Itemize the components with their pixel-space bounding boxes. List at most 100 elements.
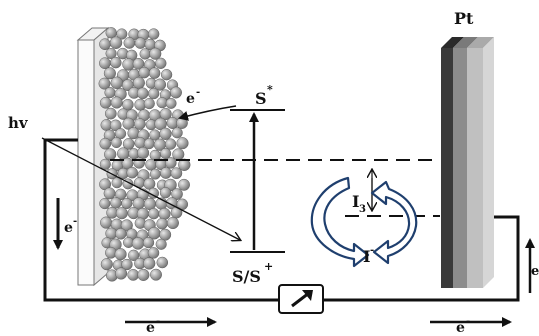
nanoparticle (110, 197, 122, 209)
nanoparticle (160, 69, 173, 81)
load-arrow-icon (291, 290, 313, 308)
nanoparticle (121, 258, 133, 271)
nanoparticle (134, 37, 147, 49)
nanoparticle (121, 197, 133, 210)
nanoparticle (111, 137, 122, 149)
nanoparticle (99, 158, 111, 170)
svg-text:S: S (255, 89, 267, 108)
nanoparticle (178, 178, 190, 191)
nanoparticle (103, 67, 116, 80)
nanoparticle (104, 107, 117, 120)
nanoparticle (165, 157, 177, 169)
nanoparticle (165, 97, 177, 109)
nanoparticle (159, 228, 172, 241)
nanoparticle (160, 147, 172, 160)
svg-text:-: - (466, 316, 470, 327)
nanoparticle (120, 219, 133, 232)
svg-text:3: 3 (359, 204, 366, 215)
nanoparticle (99, 57, 111, 70)
nanoparticle (166, 216, 179, 230)
nanoparticle (159, 187, 172, 199)
nanoparticle (150, 268, 162, 281)
nanoparticle (155, 57, 167, 69)
nanoparticle (109, 36, 123, 49)
nanoparticle (114, 248, 127, 261)
nanoparticle (160, 167, 172, 179)
nanoparticle (156, 256, 169, 269)
svg-text:+: + (264, 260, 273, 273)
excited-state-label: S * (255, 83, 273, 108)
nanoparticle (147, 247, 160, 259)
nanoparticle (110, 96, 123, 109)
light-ray (41, 137, 240, 240)
svg-text:-: - (156, 316, 160, 327)
nanoparticle (121, 157, 134, 170)
electron-bottom-left-label: e - (146, 316, 160, 336)
svg-text:*: * (267, 83, 273, 96)
triiodide-label: I 3 (352, 192, 366, 215)
nanoparticle (143, 138, 155, 150)
nanoparticle (148, 67, 161, 79)
nanoparticle (104, 148, 117, 161)
electron-injection-label: e - (186, 87, 200, 107)
nanoparticle (148, 28, 160, 40)
nanoparticle (176, 117, 188, 129)
nanoparticle (178, 158, 191, 171)
nanoparticle (176, 137, 189, 150)
nanoparticle (142, 236, 155, 249)
nanoparticle (171, 188, 183, 200)
tio2-particle-layer (98, 27, 191, 282)
nanoparticle (154, 117, 167, 131)
nanoparticle (103, 187, 116, 200)
nanoparticle (99, 38, 111, 51)
svg-text:-: - (73, 216, 77, 227)
ground-state-label: S/S + (232, 260, 273, 286)
nanoparticle (110, 76, 124, 90)
svg-text:e: e (64, 220, 73, 236)
svg-text:e: e (531, 264, 539, 279)
svg-text:e: e (186, 91, 195, 107)
nanoparticle (156, 217, 168, 230)
nanoparticle (99, 137, 112, 150)
nanoparticle (132, 76, 145, 89)
nanoparticle (139, 48, 151, 60)
svg-text:I: I (363, 247, 370, 266)
electron-injection-arrow (178, 105, 237, 121)
svg-text:-: - (196, 87, 200, 98)
nanoparticle (171, 127, 183, 139)
nanoparticle (109, 119, 122, 132)
svg-text:S/S: S/S (232, 267, 261, 286)
svg-text:I: I (352, 192, 359, 211)
nanoparticle (115, 207, 128, 220)
nanoparticle (126, 166, 138, 179)
nanoparticle (164, 138, 177, 150)
hv-label: hv (8, 114, 29, 132)
nanoparticle (158, 207, 171, 220)
electron-right-label: e (531, 264, 539, 279)
nanoparticle (104, 87, 116, 99)
nanoparticle (99, 198, 111, 210)
electron-left-label: e - (64, 216, 77, 236)
nanoparticle (159, 107, 172, 121)
nanoparticle (170, 167, 183, 180)
svg-text:e: e (146, 320, 155, 336)
pt-counter-electrode (441, 37, 494, 288)
nanoparticle (127, 269, 140, 281)
nanoparticle (99, 96, 112, 109)
nanoparticle (98, 77, 111, 90)
nanoparticle (115, 228, 127, 240)
nanoparticle (148, 87, 160, 100)
nanoparticle (143, 257, 156, 270)
nanoparticle (170, 86, 182, 99)
nanoparticle (115, 267, 128, 280)
electron-bottom-right-label: e - (456, 316, 470, 336)
nanoparticle (159, 127, 172, 140)
nanoparticle (143, 98, 155, 110)
nanoparticle (105, 47, 117, 60)
nanoparticle (100, 216, 113, 229)
nanoparticle (138, 66, 150, 79)
nanoparticle (123, 37, 136, 49)
nanoparticle (131, 237, 145, 250)
nanoparticle (149, 47, 162, 60)
